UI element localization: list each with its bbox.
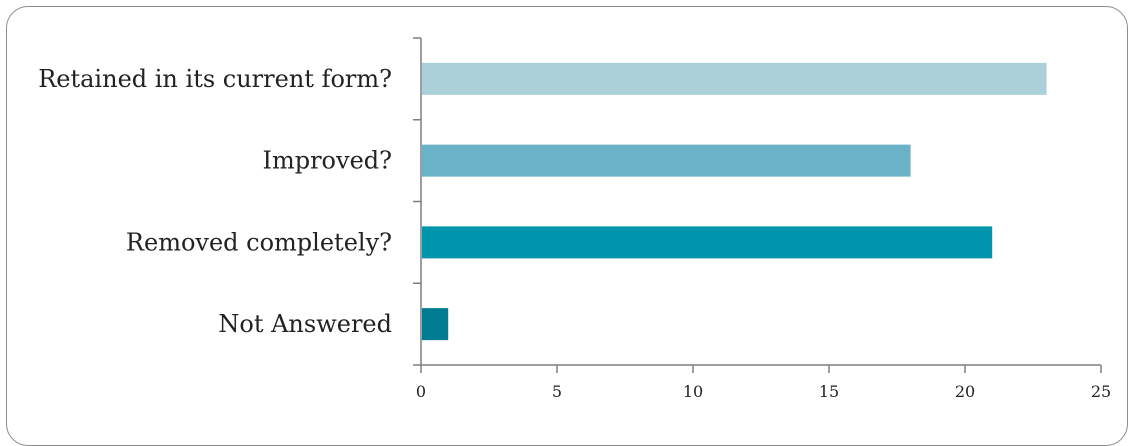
bar [422, 226, 993, 259]
x-tick-label: 20 [955, 382, 975, 401]
x-tick-label: 25 [1091, 382, 1111, 401]
bar [422, 144, 911, 177]
chart-axes [413, 37, 1102, 373]
category-label: Not Answered [218, 310, 392, 338]
category-label: Improved? [262, 147, 392, 175]
bar-chart: Retained in its current form? Improved? Re… [38, 37, 1111, 401]
chart-category-labels: Retained in its current form? Improved? Re… [38, 65, 392, 338]
bar [422, 308, 449, 341]
x-tick-label: 10 [683, 382, 703, 401]
x-tick-label: 15 [819, 382, 839, 401]
bar [422, 62, 1047, 95]
chart-bars [422, 62, 1047, 341]
x-tick-label: 5 [552, 382, 562, 401]
category-label: Removed completely? [126, 228, 392, 256]
category-label: Retained in its current form? [38, 65, 392, 93]
chart-tick-labels: 0 5 10 15 20 25 [416, 382, 1111, 401]
x-tick-label: 0 [416, 382, 426, 401]
